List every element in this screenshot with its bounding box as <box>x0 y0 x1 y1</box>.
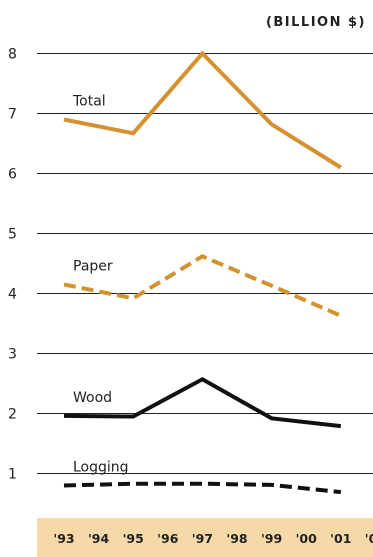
series-label-total: Total <box>72 94 106 110</box>
x-tick-label: '01 <box>330 531 351 546</box>
y-tick-label: 6 <box>8 167 17 183</box>
unit-label: (BILLION $) <box>266 15 366 30</box>
x-tick-label: '93 <box>53 531 74 546</box>
gridlines <box>37 53 373 474</box>
series-line-wood <box>63 377 342 429</box>
series-lines <box>63 50 342 495</box>
y-tick-label: 2 <box>8 407 17 423</box>
x-tick-label: '97 <box>192 531 213 546</box>
series-label-logging: Logging <box>73 460 129 476</box>
series-line-paper <box>63 254 342 318</box>
x-tick-label: '02 <box>365 531 373 546</box>
x-tick-label: '94 <box>88 531 110 546</box>
x-tick-label: '98 <box>226 531 247 546</box>
y-tick-label: 1 <box>8 467 17 483</box>
y-tick-label: 3 <box>8 347 17 363</box>
y-tick-label: 5 <box>8 227 17 243</box>
series-labels: Total Paper Wood Logging <box>72 94 129 476</box>
series-label-paper: Paper <box>73 259 113 275</box>
series-label-wood: Wood <box>73 390 112 406</box>
y-tick-label: 8 <box>8 47 17 63</box>
x-tick-label: '99 <box>261 531 282 546</box>
series-line-logging <box>63 481 342 495</box>
x-axis-band <box>37 518 373 557</box>
x-tick-label: '95 <box>123 531 144 546</box>
x-axis-tick-labels: '93 '94 '95 '96 '97 '98 '99 '00 '01 '02 <box>53 531 373 546</box>
y-tick-label: 7 <box>8 107 17 123</box>
x-tick-label: '00 <box>296 531 318 546</box>
series-line-total <box>63 50 342 170</box>
y-axis-tick-labels: 1 2 3 4 5 6 7 8 <box>8 47 17 483</box>
x-tick-label: '96 <box>157 531 179 546</box>
y-tick-label: 4 <box>8 287 17 303</box>
